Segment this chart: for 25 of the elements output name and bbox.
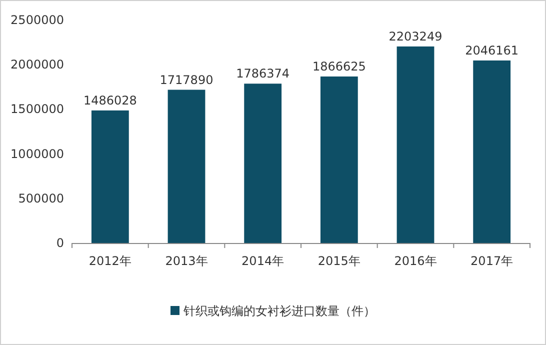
x-tick-label: 2015年: [318, 254, 360, 268]
y-tick-label: 2500000: [10, 13, 64, 27]
bar: [168, 90, 206, 243]
data-label: 1786374: [236, 66, 290, 81]
bar: [473, 60, 511, 243]
y-tick-label: 1000000: [10, 146, 64, 161]
x-tick-label: 2012年: [88, 254, 132, 268]
bar: [244, 84, 282, 243]
x-tick-label: 2013年: [165, 254, 208, 268]
x-tick-label: 2016年: [394, 254, 437, 268]
data-label: 1717890: [160, 72, 214, 87]
x-tick-label: 2017年: [470, 254, 514, 268]
legend-label: 针织或钩编的女衬衫进口数量（件）: [182, 304, 376, 318]
y-tick-label: 2000000: [10, 58, 64, 72]
y-tick-label: 1500000: [10, 102, 64, 116]
bar: [91, 110, 129, 243]
y-tick-label: 500000: [18, 191, 64, 206]
data-label: 1866625: [312, 59, 366, 74]
y-tick-label: 0: [56, 236, 64, 250]
bar: [396, 46, 434, 243]
data-label: 1486028: [83, 93, 137, 108]
x-tick-label: 2014年: [242, 254, 284, 268]
data-label: 2203249: [388, 29, 442, 44]
data-label: 2046161: [465, 43, 519, 58]
bar: [320, 76, 358, 243]
